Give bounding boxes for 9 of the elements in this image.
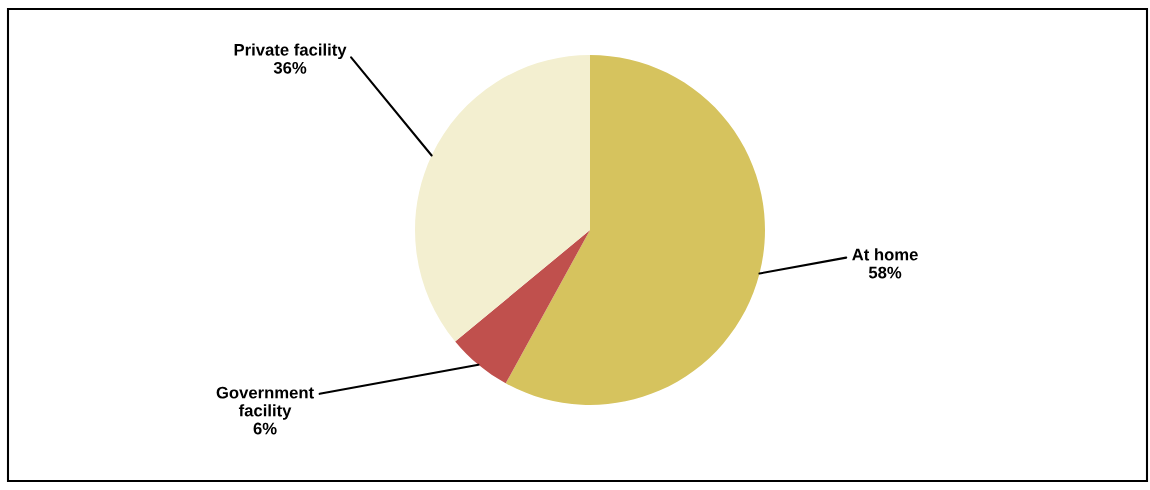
pie-slice — [505, 55, 765, 405]
slice-label: Government facility — [216, 386, 314, 420]
slice-label: Private facility — [234, 43, 347, 60]
pie-slice — [455, 230, 590, 384]
slice-label: At home — [852, 248, 918, 261]
data-label: 6% — [253, 422, 277, 435]
data-label: 58% — [868, 266, 902, 279]
data-label: 36% — [273, 61, 307, 74]
pie-slice — [415, 55, 590, 342]
